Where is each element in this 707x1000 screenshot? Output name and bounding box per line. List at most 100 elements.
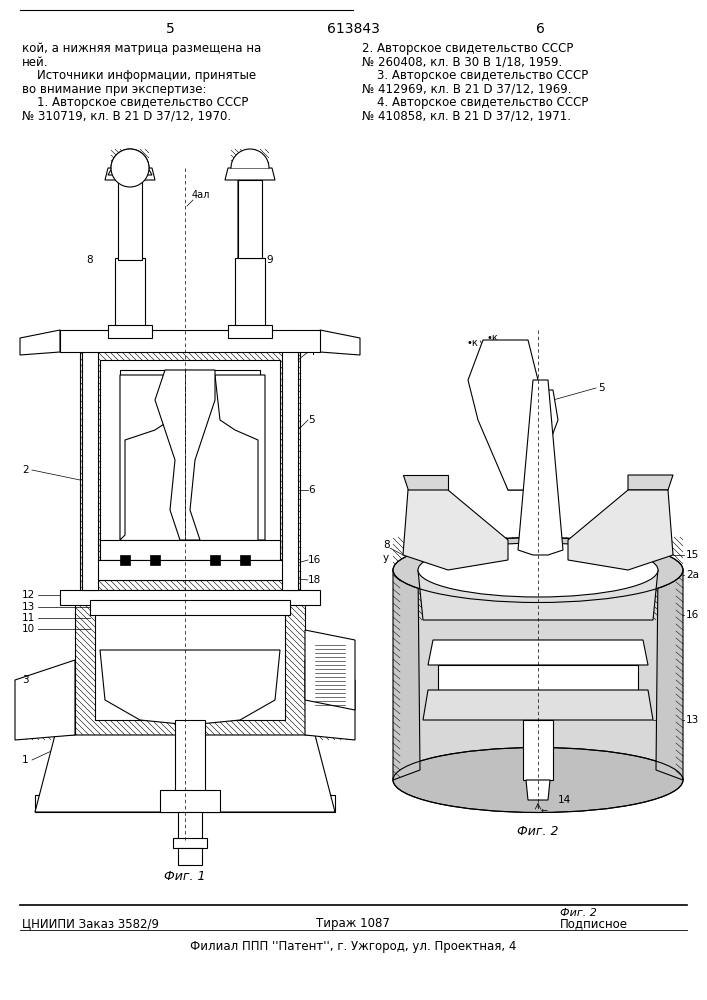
Polygon shape (656, 570, 683, 780)
Polygon shape (393, 570, 420, 780)
Text: 8: 8 (383, 540, 390, 550)
Polygon shape (100, 360, 280, 580)
Polygon shape (35, 735, 335, 812)
Text: 14: 14 (308, 635, 321, 645)
Polygon shape (150, 555, 160, 565)
Text: 4ал: 4ал (192, 190, 211, 200)
Polygon shape (526, 780, 550, 800)
Text: № 310719, кл. В 21 D 37/12, 1970.: № 310719, кл. В 21 D 37/12, 1970. (22, 109, 231, 122)
Polygon shape (628, 475, 673, 490)
Polygon shape (215, 375, 265, 540)
Text: 5: 5 (308, 415, 315, 425)
Polygon shape (108, 325, 152, 338)
Polygon shape (305, 630, 355, 710)
Polygon shape (523, 720, 553, 780)
Polygon shape (178, 848, 202, 865)
Polygon shape (210, 555, 220, 565)
Polygon shape (75, 600, 305, 735)
Text: Фиг. 2: Фиг. 2 (518, 825, 559, 838)
Polygon shape (90, 600, 290, 615)
Text: ЦНИИПИ Заказ 3582/9: ЦНИИПИ Заказ 3582/9 (22, 917, 159, 930)
Text: 3. Авторское свидетельство СССР: 3. Авторское свидетельство СССР (362, 69, 588, 82)
Text: 12: 12 (22, 590, 35, 600)
Ellipse shape (393, 748, 683, 812)
Polygon shape (438, 665, 638, 690)
Polygon shape (35, 795, 335, 812)
Polygon shape (240, 555, 250, 565)
Polygon shape (403, 475, 448, 490)
Text: 2: 2 (22, 465, 28, 475)
Polygon shape (60, 330, 320, 352)
Circle shape (111, 149, 149, 187)
Polygon shape (488, 390, 558, 490)
Polygon shape (80, 350, 300, 590)
Text: 7: 7 (252, 330, 259, 340)
Polygon shape (403, 490, 508, 570)
Polygon shape (231, 149, 269, 168)
Text: ней.: ней. (22, 55, 49, 68)
Text: у: у (383, 553, 389, 563)
Text: •к: •к (486, 333, 498, 343)
Text: 10: 10 (22, 624, 35, 634)
Text: •к: •к (466, 338, 478, 348)
Text: 16: 16 (686, 610, 699, 620)
Text: 15: 15 (686, 550, 699, 560)
Polygon shape (100, 650, 280, 725)
Polygon shape (418, 570, 658, 620)
Polygon shape (111, 149, 149, 168)
Text: 3: 3 (22, 675, 28, 685)
Polygon shape (175, 720, 205, 800)
Polygon shape (282, 350, 298, 590)
Text: Источники информации, принятые: Источники информации, принятые (22, 69, 256, 82)
Text: 9: 9 (267, 255, 274, 265)
Polygon shape (428, 640, 648, 665)
Polygon shape (155, 370, 215, 540)
Polygon shape (105, 168, 155, 180)
Polygon shape (238, 180, 262, 258)
Text: 1: 1 (22, 755, 28, 765)
Text: 14: 14 (558, 795, 571, 805)
Text: 1. Авторское свидетельство СССР: 1. Авторское свидетельство СССР (22, 96, 248, 109)
Text: 13: 13 (686, 715, 699, 725)
Text: Фиг. 2: Фиг. 2 (560, 908, 597, 918)
Polygon shape (100, 540, 280, 560)
Text: 5: 5 (598, 383, 604, 393)
Polygon shape (120, 555, 130, 565)
Text: 8: 8 (87, 255, 93, 265)
Polygon shape (320, 330, 360, 355)
Text: 2. Авторское свидетельство СССР: 2. Авторское свидетельство СССР (362, 42, 573, 55)
Text: № 410858, кл. В 21 D 37/12, 1971.: № 410858, кл. В 21 D 37/12, 1971. (362, 109, 571, 122)
Polygon shape (118, 180, 142, 260)
Polygon shape (15, 660, 75, 740)
Polygon shape (518, 380, 563, 555)
Polygon shape (115, 258, 145, 332)
Text: 5: 5 (165, 22, 175, 36)
Text: 18: 18 (308, 575, 321, 585)
Polygon shape (178, 812, 202, 840)
Polygon shape (60, 590, 320, 605)
Polygon shape (90, 560, 290, 580)
Text: 4. Авторское свидетельство СССР: 4. Авторское свидетельство СССР (362, 96, 588, 109)
Text: кой, а нижняя матрица размещена на: кой, а нижняя матрица размещена на (22, 42, 262, 55)
Polygon shape (228, 325, 272, 338)
Text: во внимание при экспертизе:: во внимание при экспертизе: (22, 83, 206, 96)
Polygon shape (238, 180, 262, 258)
Text: ←: ← (541, 806, 548, 814)
Polygon shape (95, 610, 285, 720)
Text: 16: 16 (308, 555, 321, 565)
Polygon shape (468, 340, 543, 490)
Polygon shape (120, 370, 260, 540)
Polygon shape (20, 330, 60, 355)
Text: Филиал ППП ''Патент'', г. Ужгород, ул. Проектная, 4: Филиал ППП ''Патент'', г. Ужгород, ул. П… (189, 940, 516, 953)
Text: Тираж 1087: Тираж 1087 (316, 917, 390, 930)
Polygon shape (568, 490, 673, 570)
Polygon shape (120, 375, 175, 540)
Polygon shape (108, 168, 152, 175)
Text: Подписное: Подписное (560, 917, 628, 930)
Polygon shape (393, 570, 683, 780)
Ellipse shape (418, 543, 658, 597)
Text: № 412969, кл. В 21 D 37/12, 1969.: № 412969, кл. В 21 D 37/12, 1969. (362, 83, 571, 96)
Polygon shape (423, 690, 653, 720)
Polygon shape (173, 838, 207, 848)
Polygon shape (225, 168, 275, 180)
